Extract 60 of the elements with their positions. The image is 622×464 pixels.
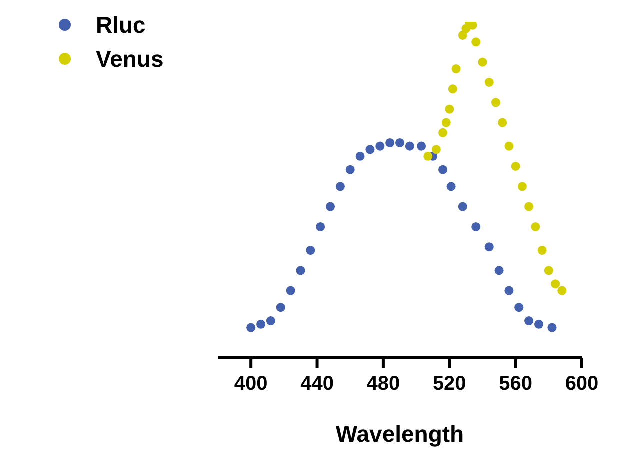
point — [442, 118, 451, 128]
point — [424, 152, 433, 161]
point — [544, 266, 554, 276]
point — [534, 320, 544, 329]
point — [452, 64, 461, 74]
point — [548, 323, 557, 332]
point — [484, 242, 494, 252]
point — [511, 162, 520, 171]
point — [376, 142, 385, 151]
x-tick-label: 400 — [234, 373, 268, 396]
point — [472, 38, 481, 47]
point — [366, 145, 375, 154]
x-tick-label: 480 — [366, 373, 400, 396]
point — [551, 280, 560, 289]
point — [524, 202, 534, 212]
x-tick-label: 600 — [565, 373, 599, 396]
point — [494, 266, 504, 276]
point — [438, 165, 448, 174]
point — [446, 182, 456, 192]
point — [484, 78, 494, 87]
x-tick-label: 520 — [432, 373, 466, 396]
legend-label: Venus — [96, 45, 164, 74]
point — [438, 128, 448, 138]
point — [256, 320, 266, 329]
point — [518, 182, 527, 192]
point — [504, 286, 514, 296]
point — [336, 182, 345, 192]
point — [316, 222, 326, 232]
point — [498, 118, 508, 128]
point — [448, 84, 458, 94]
point — [478, 58, 488, 67]
legend-label: Rluc — [96, 11, 146, 40]
point — [326, 202, 336, 212]
point — [458, 30, 468, 40]
x-tick-label: 560 — [499, 373, 533, 396]
x-tick-label: 440 — [300, 373, 334, 396]
point — [246, 323, 256, 332]
point — [386, 138, 395, 148]
point — [524, 316, 534, 326]
point — [538, 246, 547, 255]
point — [416, 142, 426, 151]
point — [405, 142, 414, 151]
point — [306, 246, 316, 255]
point — [472, 222, 481, 232]
point — [531, 222, 540, 232]
point — [356, 152, 365, 161]
point — [395, 138, 405, 148]
point — [445, 104, 454, 114]
point — [266, 316, 276, 326]
point — [558, 286, 567, 296]
point — [458, 202, 468, 212]
point — [491, 98, 500, 108]
point — [504, 142, 514, 151]
point — [276, 303, 286, 312]
point — [432, 145, 441, 154]
point — [296, 266, 306, 276]
point — [514, 303, 524, 312]
point — [346, 165, 355, 174]
x-axis-title: Wavelength — [336, 421, 464, 447]
point — [286, 286, 296, 296]
